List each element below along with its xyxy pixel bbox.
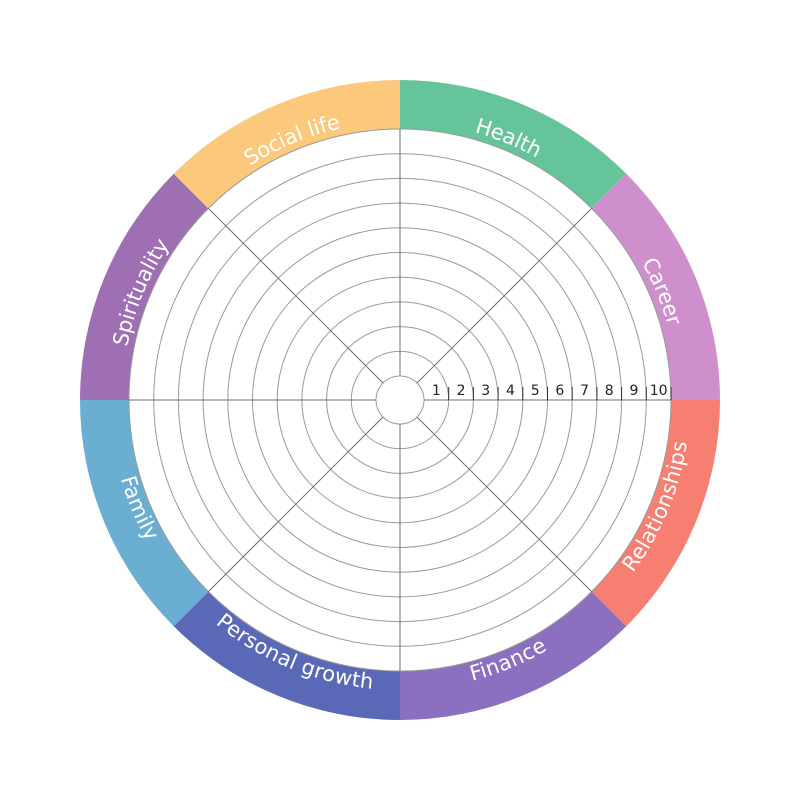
axis-line-7 xyxy=(208,208,384,384)
axis-line-3 xyxy=(416,416,592,592)
scale-label-2: 2 xyxy=(457,383,466,399)
scale-label-9: 9 xyxy=(629,383,638,399)
scale-label-7: 7 xyxy=(580,383,589,399)
scale-label-1: 1 xyxy=(432,383,441,399)
scale-label-10: 10 xyxy=(650,383,668,399)
scale-label-3: 3 xyxy=(481,383,490,399)
scale-label-4: 4 xyxy=(506,383,515,399)
axis-line-1 xyxy=(416,208,592,384)
scale-group: 1 2 3 4 5 6 7 8 9 10 xyxy=(432,383,672,400)
scale-label-5: 5 xyxy=(531,383,540,399)
axis-line-5 xyxy=(208,416,384,592)
scale-label-6: 6 xyxy=(555,383,564,399)
scale-label-8: 8 xyxy=(605,383,614,399)
